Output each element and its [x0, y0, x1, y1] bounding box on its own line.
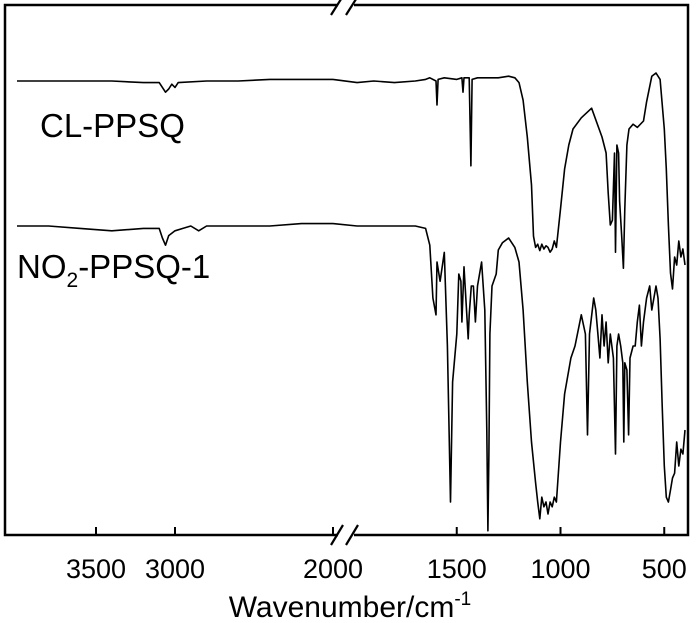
series-line-no2-ppsq-1-low-range: [332, 222, 686, 532]
series-label-cl-ppsq: CL-PPSQ: [40, 107, 185, 144]
axis-break-gap-top: [338, 0, 354, 10]
axis-break-mark-top: [330, 0, 357, 16]
x-tick-label: 2000: [303, 554, 363, 584]
x-axis-title: Wavenumber/cm-1: [229, 589, 472, 623]
x-axis-title-superscript: -1: [454, 589, 471, 610]
series-line-no2-ppsq-1-high-range: [17, 222, 333, 246]
x-tick-label: 500: [642, 554, 687, 584]
series-label-no2-ppsq-1: NO2-PPSQ-1: [17, 248, 210, 292]
series-lines: [17, 72, 686, 532]
x-tick-label: 3000: [145, 554, 205, 584]
series-label-no2-text: NO: [17, 248, 67, 285]
series-label-cl-ppsq-text: CL-PPSQ: [40, 107, 185, 144]
x-tick-label: 1500: [427, 554, 487, 584]
x-tick-label: 3500: [66, 554, 126, 584]
series-label-no2-subscript: 2: [67, 269, 79, 292]
series-line-cl-ppsq-low-range: [332, 72, 686, 290]
series-label-no2-suffix: -PPSQ-1: [78, 248, 210, 285]
x-axis-ticks: [95, 527, 666, 535]
x-tick-label: 1000: [530, 554, 590, 584]
x-axis-title-text: Wavenumber/cm: [229, 591, 455, 623]
axis-break-mark-bottom: [330, 524, 359, 546]
x-axis-tick-labels: 3500 3000 2000 1500 1000 500: [66, 554, 687, 584]
series-line-cl-ppsq-high-range: [17, 78, 333, 93]
